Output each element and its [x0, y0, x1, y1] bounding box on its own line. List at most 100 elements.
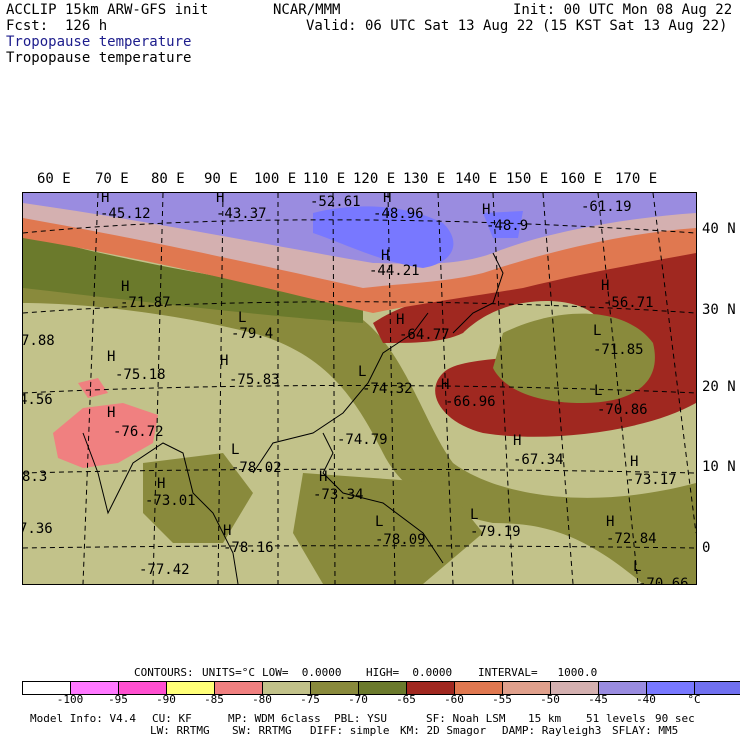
footer-item: SW: RRTMG	[232, 724, 292, 737]
color-bar-swatch	[551, 682, 599, 694]
color-bar-swatch	[311, 682, 359, 694]
footer-item: DAMP: Rayleigh3	[502, 724, 602, 737]
lon-label: 120 E	[353, 171, 396, 187]
color-bar-tick-label: -80	[252, 693, 272, 706]
extremum-value: -61.19	[581, 199, 632, 215]
color-bar-tick-label: -90	[156, 693, 176, 706]
extremum-value: -74.79	[337, 432, 388, 448]
extremum-marker: H	[157, 476, 166, 492]
extremum-value: 7.88	[22, 333, 55, 349]
lon-label: 80 E	[151, 171, 185, 187]
map-shading	[23, 193, 696, 584]
color-bar-tick-label: °C	[687, 693, 701, 706]
extremum-marker: H	[216, 192, 225, 206]
extremum-marker: H	[482, 202, 491, 218]
extremum-marker: H	[441, 377, 450, 393]
extremum-marker: H	[220, 353, 229, 369]
tropopause-temperature-map: H -45.12 H -43.37 -52.61 H -48.96 H -48.…	[22, 192, 697, 585]
footer-item: 15 km	[528, 712, 562, 725]
footer-item: SFLAY: MM5	[612, 724, 679, 737]
extremum-value: -44.21	[369, 263, 420, 279]
valid-time: Valid: 06 UTC Sat 13 Aug 22 (15 KST Sat …	[306, 18, 728, 34]
color-bar-tick-label: -40	[636, 693, 656, 706]
extremum-marker: H	[630, 454, 639, 470]
footer-item: SF: Noah LSM	[426, 712, 506, 725]
extremum-marker: L	[633, 559, 642, 575]
lon-label: 60 E	[37, 171, 71, 187]
center-label: NCAR/MMM	[273, 2, 341, 18]
extremum-value: -78.02	[231, 460, 282, 476]
extremum-value: -74.32	[362, 381, 413, 397]
extremum-value: -73.01	[145, 493, 196, 509]
extremum-value: 4.56	[22, 392, 53, 408]
extremum-value: -73.34	[313, 487, 364, 503]
footer-item: KM: 2D Smagor	[400, 724, 487, 737]
field-title: Tropopause temperature	[6, 34, 192, 50]
footer-item: MP: WDM 6class	[228, 712, 321, 725]
low-label: LOW= 0.0000	[262, 666, 342, 679]
color-bar-swatch	[407, 682, 455, 694]
field-subtitle: Tropopause temperature	[6, 50, 192, 66]
extremum-value: -76.72	[113, 424, 164, 440]
lon-label: 170 E	[615, 171, 658, 187]
color-bar-swatch	[359, 682, 407, 694]
init-time: Init: 00 UTC Mon 08 Aug 22	[513, 2, 733, 18]
extremum-value: -79.19	[470, 524, 521, 540]
extremum-value: -66.96	[445, 394, 496, 410]
extremum-marker: L	[594, 383, 603, 399]
extremum-value: -43.37	[216, 206, 267, 222]
color-bar-swatch	[71, 682, 119, 694]
extremum-marker: L	[470, 507, 479, 523]
footer-item: PBL: YSU	[334, 712, 387, 725]
color-bar-swatch	[695, 682, 740, 694]
color-bar-swatch	[215, 682, 263, 694]
color-bar-tick-label: -50	[540, 693, 560, 706]
lon-label: 140 E	[455, 171, 498, 187]
lon-label: 90 E	[204, 171, 238, 187]
lon-label: 100 E	[254, 171, 297, 187]
color-bar-tick-label: -100	[56, 693, 84, 706]
color-bar-tick-label: -45	[588, 693, 608, 706]
color-bar-swatch	[119, 682, 167, 694]
extremum-marker: H	[606, 514, 615, 530]
color-bar-tick-label: -65	[396, 693, 416, 706]
color-bar-swatch	[503, 682, 551, 694]
extremum-value: -70.86	[597, 402, 648, 418]
extremum-value: -75.83	[229, 372, 280, 388]
footer-item: LW: RRTMG	[150, 724, 210, 737]
footer-item: CU: KF	[152, 712, 192, 725]
footer-item: 51 levels	[586, 712, 646, 725]
extremum-marker: H	[107, 405, 116, 421]
lon-label: 70 E	[95, 171, 129, 187]
lon-label: 110 E	[303, 171, 346, 187]
extremum-value: -67.34	[513, 452, 564, 468]
lat-label: 40 N	[702, 221, 736, 237]
extremum-value: -48.96	[373, 206, 424, 222]
extremum-value: -72.84	[606, 531, 657, 547]
extremum-value: -45.12	[100, 206, 151, 222]
extremum-value: -56.71	[603, 295, 654, 311]
units-label: UNITS=°C	[202, 666, 255, 679]
color-bar-swatch	[455, 682, 503, 694]
color-bar-swatch	[599, 682, 647, 694]
extremum-marker: H	[121, 279, 130, 295]
color-bar-tick-label: -95	[108, 693, 128, 706]
extremum-marker: L	[238, 310, 247, 326]
extremum-marker: H	[383, 192, 392, 206]
extremum-marker: H	[513, 433, 522, 449]
color-bar-tick-label: -55	[492, 693, 512, 706]
lon-label: 130 E	[403, 171, 446, 187]
extremum-value: -64.77	[399, 327, 450, 343]
model-title: ACCLIP 15km ARW-GFS init	[6, 2, 209, 18]
extremum-marker: H	[223, 523, 232, 539]
extremum-value: -78.09	[375, 532, 426, 548]
high-label: HIGH= 0.0000	[366, 666, 453, 679]
extremum-marker: H	[396, 312, 405, 328]
lon-label: 160 E	[560, 171, 603, 187]
extremum-value: -48.9	[486, 218, 529, 234]
extremum-value: -70.66	[638, 576, 689, 585]
color-bar-tick-label: -85	[204, 693, 224, 706]
color-bar-swatch	[263, 682, 311, 694]
lat-label: 20 N	[702, 379, 736, 395]
extremum-marker: H	[101, 192, 110, 206]
